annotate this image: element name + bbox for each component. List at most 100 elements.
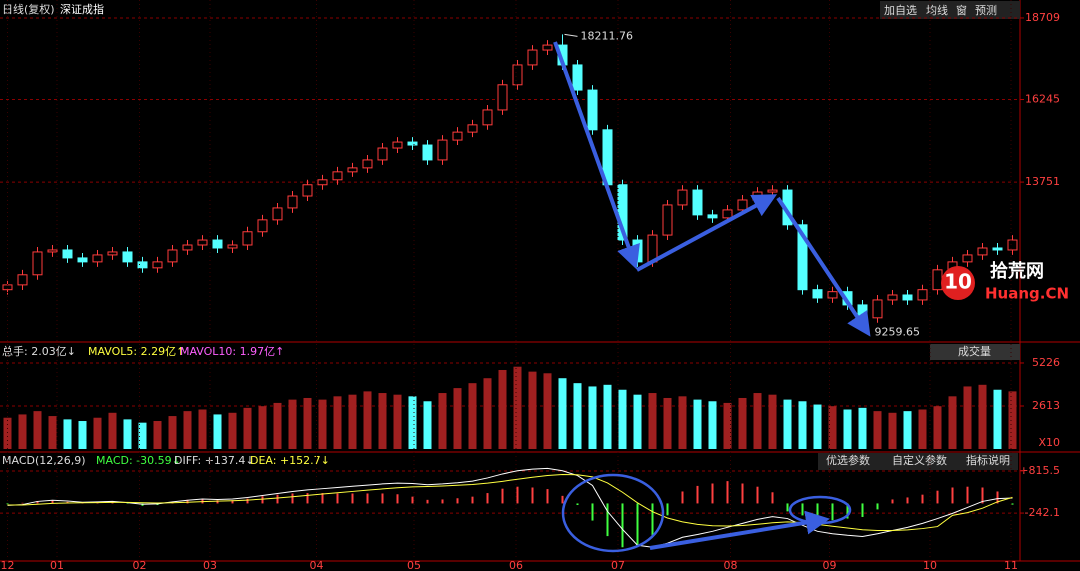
volume-bar — [273, 402, 282, 449]
y-tick-label: -242.1 — [1025, 506, 1060, 519]
candle-body — [887, 294, 898, 301]
volume-bar — [378, 393, 387, 449]
title: 深证成指 — [60, 2, 104, 16]
x-tick-label: 02 — [133, 559, 147, 571]
candle-body — [722, 209, 733, 219]
candle-body — [827, 291, 838, 299]
button[interactable]: 自定义参数 — [892, 453, 947, 467]
volume-bar — [393, 394, 402, 449]
candle-body — [677, 189, 688, 206]
volume-bar — [138, 422, 147, 449]
toolbar-button[interactable]: 均线 — [926, 3, 948, 17]
volume-bar — [753, 393, 762, 449]
volume-bar — [228, 412, 237, 449]
volume-bar — [438, 393, 447, 449]
candle-body — [527, 49, 538, 66]
volume-bar — [798, 401, 807, 449]
volume-bar — [18, 414, 27, 449]
y-tick-label: 5226 — [1032, 356, 1060, 369]
y-tick-label: 18709 — [1025, 11, 1060, 24]
candle-body — [167, 249, 178, 263]
toolbar-button[interactable]: 窗 — [956, 3, 967, 17]
button[interactable]: 优选参数 — [826, 453, 870, 467]
volume-bar — [618, 389, 627, 449]
toolbar-button[interactable]: 加自选 — [884, 4, 917, 17]
toolbar-button[interactable]: 预测 — [975, 4, 997, 17]
logo — [941, 266, 975, 300]
x-tick-label: 03 — [203, 559, 217, 571]
volume-bar — [468, 383, 477, 449]
candle-body — [962, 254, 973, 263]
candle-body — [122, 251, 133, 263]
volume-bar — [333, 396, 342, 449]
volume-bar — [1008, 391, 1017, 449]
toolbar-bg — [880, 1, 1020, 19]
volume-bar — [768, 394, 777, 449]
macd-title: MACD(12,26,9) — [2, 454, 86, 467]
arrow — [776, 196, 871, 337]
volume-bar — [678, 396, 687, 449]
candle-body — [47, 249, 58, 253]
volume-bar — [108, 412, 117, 449]
x-tick-label: 04 — [310, 559, 324, 571]
volume-bar — [528, 371, 537, 449]
candle-body — [362, 159, 373, 169]
y-tick-label: 13751 — [1025, 175, 1060, 188]
volume-bar — [303, 397, 312, 449]
logo-name: 拾荒网 — [990, 260, 1044, 282]
volume-bar — [48, 416, 57, 449]
volume-bar — [783, 399, 792, 449]
volume-bar — [93, 417, 102, 449]
volume-bar — [693, 399, 702, 449]
volume-bar — [858, 407, 867, 449]
candle-body — [377, 147, 388, 161]
candle-body — [812, 289, 823, 299]
volume-bar — [318, 399, 327, 449]
volume-bar — [363, 391, 372, 449]
subtitle: 日线(复权) — [2, 2, 55, 16]
high-pointer — [564, 33, 578, 37]
candle-body — [272, 207, 283, 221]
candle-body — [902, 294, 913, 301]
volume-bar — [258, 406, 267, 449]
x-tick-label: 11 — [1004, 559, 1018, 571]
high-label: 18211.76 — [581, 29, 634, 42]
volume-bar — [888, 412, 897, 449]
candle-body — [227, 244, 238, 249]
candle-body — [437, 139, 448, 161]
candle-body — [992, 247, 1003, 251]
candle-body — [737, 199, 748, 211]
volume-bar — [813, 404, 822, 449]
volume-bar — [708, 401, 717, 449]
volume-bar — [168, 416, 177, 449]
volume-bar — [558, 378, 567, 449]
volume-bar — [723, 402, 732, 449]
circle — [788, 495, 852, 525]
toolbar: 加自选 均线 窗 预测 — [880, 1, 1020, 19]
dropdown[interactable] — [930, 344, 1020, 360]
x-tick-label: 10 — [923, 559, 937, 571]
candle-body — [422, 144, 433, 161]
candle-body — [932, 269, 943, 291]
candle-body — [332, 171, 343, 181]
candle-body — [752, 191, 763, 201]
macd-stat: DEA: +152.7↓ — [250, 454, 330, 467]
candle-body — [77, 257, 88, 263]
x-tick-label: 07 — [611, 559, 625, 571]
candle-body — [392, 141, 403, 149]
volume-bar — [993, 389, 1002, 449]
candle-body — [572, 64, 583, 91]
y-tick-label: 16245 — [1025, 93, 1060, 106]
button[interactable]: 指标说明 — [966, 453, 1010, 467]
candle-body — [242, 231, 253, 246]
volume-bar — [288, 399, 297, 449]
candle-body — [497, 84, 508, 111]
candle-body — [62, 249, 73, 259]
macd-buttons: 优选参数 自定义参数 指标说明 — [818, 453, 1018, 470]
volume-bar — [963, 386, 972, 449]
volume-bar — [408, 396, 417, 449]
annotations — [553, 41, 871, 553]
candle-body — [407, 141, 418, 146]
